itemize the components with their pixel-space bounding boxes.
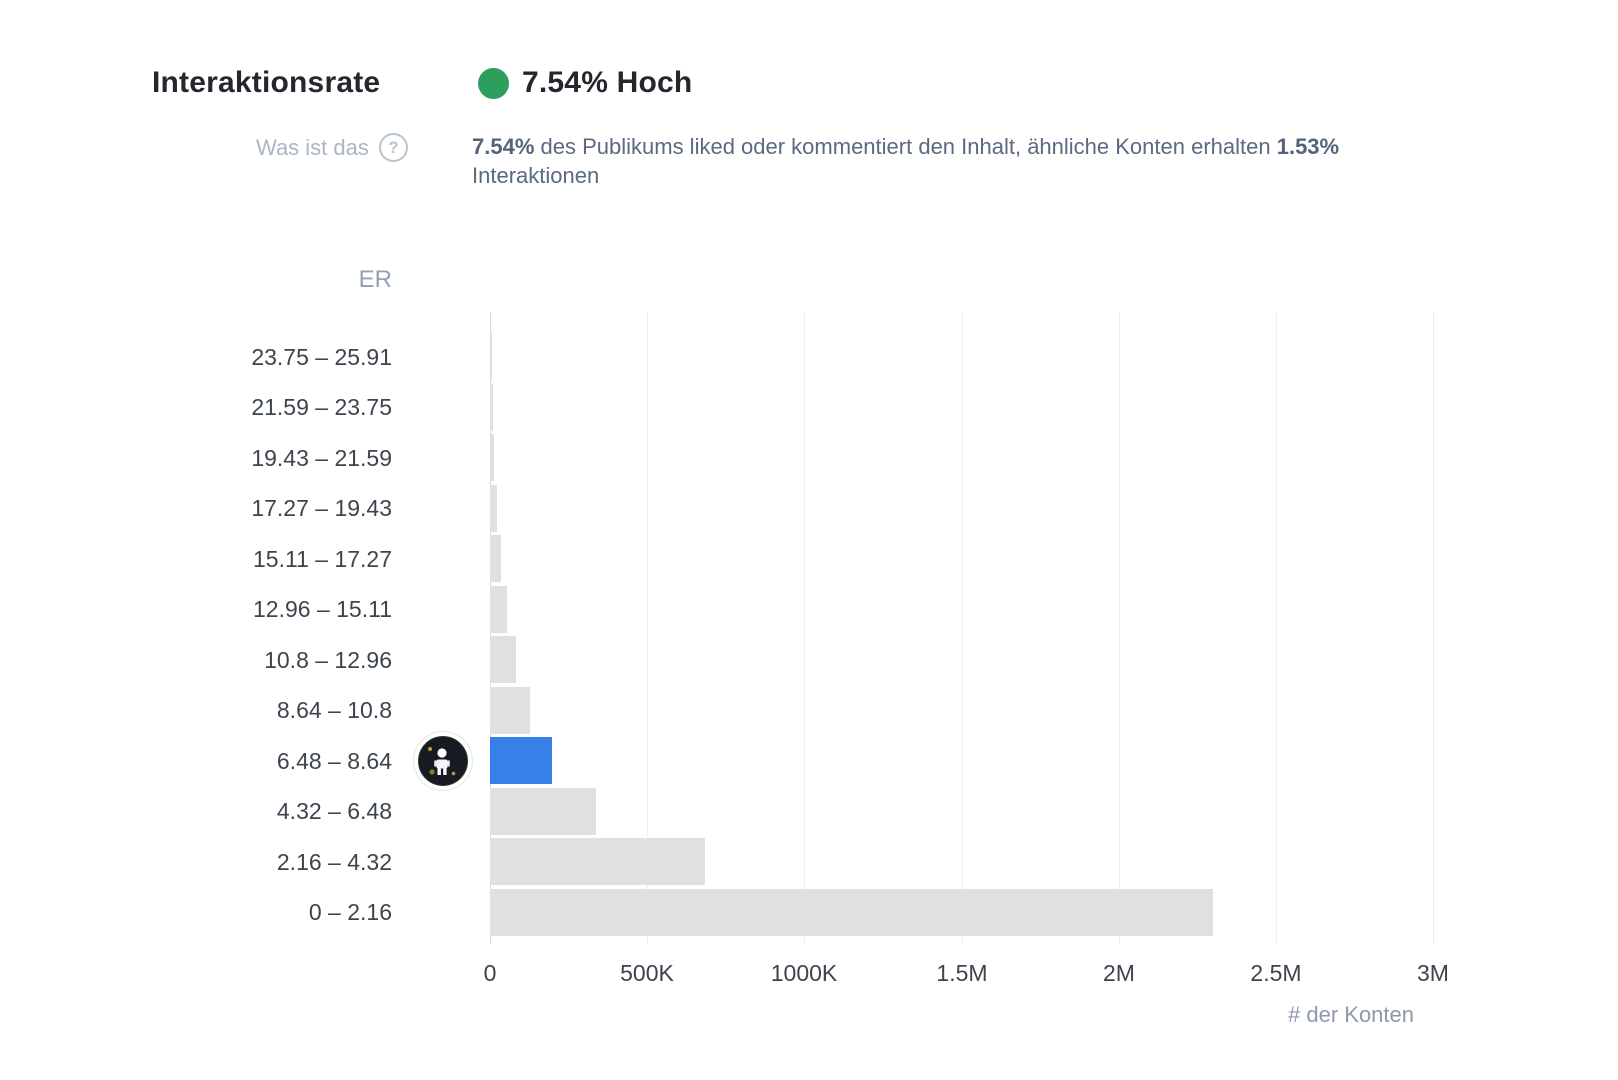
profile-avatar[interactable]: [414, 732, 472, 790]
x-axis-tick-label: 0: [483, 960, 497, 986]
bar[interactable]: [490, 889, 1213, 936]
bar[interactable]: [490, 434, 494, 481]
y-axis-label: 15.11 – 17.27: [253, 546, 392, 572]
x-axis-title: # der Konten: [1288, 1002, 1414, 1027]
bar[interactable]: [490, 636, 516, 683]
x-axis-tick-label: 3M: [1417, 960, 1449, 986]
y-axis-label: 23.75 – 25.91: [251, 344, 392, 370]
y-axis-label: 17.27 – 19.43: [251, 495, 392, 521]
y-axis-label: 2.16 – 4.32: [276, 849, 392, 875]
bar[interactable]: [490, 838, 705, 885]
gridline: [962, 312, 963, 944]
bar[interactable]: [490, 788, 596, 835]
y-axis-label: 6.48 – 8.64: [276, 748, 392, 774]
what-is-this-link[interactable]: Was ist das ?: [256, 133, 408, 162]
x-axis-tick-label: 1000K: [770, 960, 838, 986]
gridline: [647, 312, 648, 944]
y-axis-label: 10.8 – 12.96: [264, 647, 392, 673]
question-mark-icon[interactable]: ?: [378, 133, 408, 162]
what-is-this-label: Was ist das: [256, 134, 369, 160]
astronaut-figure-icon: [428, 747, 456, 776]
bar[interactable]: [490, 687, 530, 734]
y-axis-label: 19.43 – 21.59: [251, 445, 392, 471]
status-dot-icon: [478, 67, 509, 99]
gridline: [1276, 312, 1277, 944]
description-own-er: 7.54%: [472, 134, 535, 159]
y-axis-label: 21.59 – 23.75: [251, 394, 392, 420]
x-axis-tick-label: 2M: [1103, 960, 1135, 986]
x-axis-tick-label: 500K: [620, 960, 674, 986]
bar[interactable]: [490, 485, 497, 532]
gridline: [1119, 312, 1120, 944]
bar[interactable]: [490, 384, 493, 431]
y-axis-label: 0 – 2.16: [308, 899, 392, 925]
histogram-plot-area: [490, 312, 1434, 944]
bar[interactable]: [490, 586, 507, 633]
x-axis-tick-label: 2.5M: [1250, 960, 1302, 986]
card-title: Interaktionsrate: [152, 66, 381, 99]
y-axis-label: 4.32 – 6.48: [276, 798, 392, 824]
avatar-image: [418, 736, 468, 786]
y-axis-label: 8.64 – 10.8: [276, 697, 392, 723]
status-value: 7.54% Hoch: [522, 66, 693, 99]
description-middle: des Publikums liked oder kommentiert den…: [534, 134, 1277, 159]
description-line2: Interaktionen: [472, 163, 600, 188]
gridline: [804, 312, 805, 944]
status-badge: 7.54% Hoch: [478, 66, 692, 100]
y-axis-label: 12.96 – 15.11: [253, 596, 392, 622]
bar[interactable]: [490, 535, 501, 582]
metric-description: 7.54% des Publikums liked oder kommentie…: [472, 132, 1512, 190]
gridline: [1433, 312, 1434, 944]
highlighted-bar[interactable]: [490, 737, 552, 784]
description-similar-er: 1.53%: [1276, 134, 1340, 159]
bar[interactable]: [490, 333, 492, 380]
y-axis-title: ER: [358, 266, 392, 293]
x-axis-tick-label: 1.5M: [936, 960, 988, 986]
